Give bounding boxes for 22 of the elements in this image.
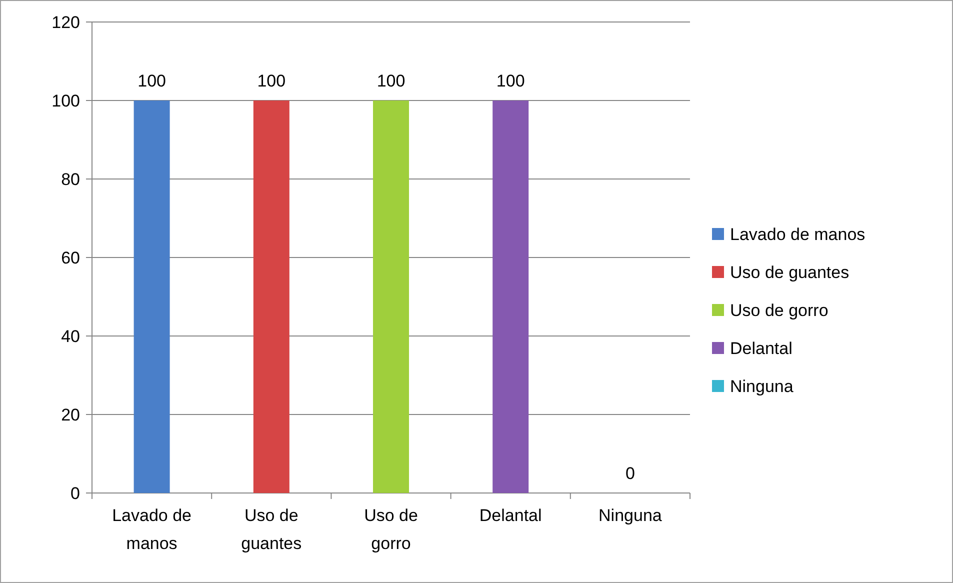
y-tick-label: 100: [52, 91, 80, 110]
y-tick-label: 0: [70, 484, 80, 503]
legend-label: Ninguna: [730, 376, 794, 396]
data-label: 100: [257, 72, 286, 90]
y-tick-label: 40: [61, 326, 80, 346]
x-tick-label: Uso de gorro: [364, 506, 418, 553]
data-label: 100: [138, 72, 166, 90]
data-label: 100: [376, 72, 406, 90]
data-label: 100: [496, 72, 525, 90]
x-tick-label: Uso de guantes: [241, 506, 302, 553]
data-label: 0: [625, 464, 635, 483]
x-tick-label: Ninguna: [598, 506, 662, 525]
x-tick-label: Delantal: [479, 506, 542, 525]
y-tick-label: 20: [61, 405, 80, 424]
y-tick-label: 80: [61, 170, 80, 189]
legend-label: Uso de gorro: [730, 300, 828, 320]
x-tick-label: Lavado de manos: [112, 506, 192, 553]
legend-label: Delantal: [730, 338, 792, 358]
legend-label: Uso de guantes: [730, 262, 850, 282]
y-tick-label: 60: [61, 248, 80, 268]
y-tick-label: 120: [52, 12, 80, 32]
legend-label: Lavado de manos: [730, 224, 866, 244]
